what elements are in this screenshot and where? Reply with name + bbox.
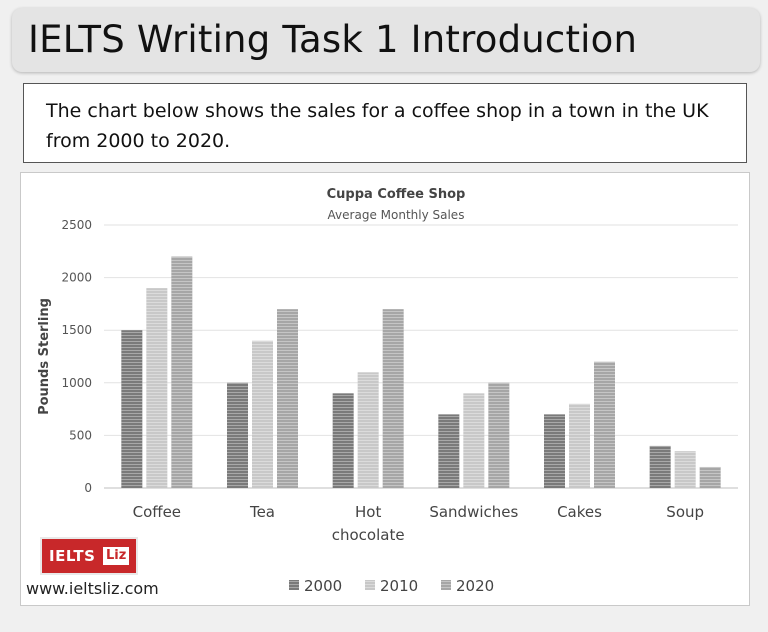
bar-hatch <box>252 340 273 488</box>
bar-hatch <box>594 361 615 488</box>
logo-text: IELTS <box>49 547 96 565</box>
legend-swatch-hatch <box>289 580 299 590</box>
legend-label: 2020 <box>456 577 494 595</box>
website-url: www.ieltsliz.com <box>26 579 159 598</box>
y-tick-label: 500 <box>69 428 92 442</box>
x-tick-label: Hot <box>355 503 381 521</box>
page-title: IELTS Writing Task 1 Introduction <box>28 18 638 61</box>
bar-hatch <box>438 414 460 488</box>
bar-hatch <box>227 382 248 488</box>
y-tick-label: 2500 <box>61 218 92 232</box>
bar-hatch <box>382 309 404 488</box>
bar-hatch <box>171 256 193 488</box>
bar-hatch <box>332 393 354 488</box>
bar-hatch <box>488 382 510 488</box>
bar-hatch <box>146 288 168 488</box>
bar-hatch <box>699 466 721 488</box>
bar-hatch <box>121 330 143 488</box>
legend-label: 2010 <box>380 577 418 595</box>
title-banner: IELTS Writing Task 1 Introduction <box>12 8 760 72</box>
sales-bar-chart: Cuppa Coffee Shop Average Monthly Sales 0 5… <box>37 187 738 595</box>
legend-swatch-hatch <box>365 580 375 590</box>
task-prompt-box: The chart below shows the sales for a co… <box>23 83 747 163</box>
legend-swatch-hatch <box>441 580 451 590</box>
x-tick-label: Sandwiches <box>429 503 518 521</box>
bar-hatch <box>463 393 485 488</box>
bar-hatch <box>649 445 671 488</box>
logo-tag: Liz <box>103 547 130 565</box>
y-tick-label: 2000 <box>61 271 92 285</box>
y-tick-label: 1500 <box>61 323 92 337</box>
y-tick-label: 0 <box>84 481 92 495</box>
bar-hatch <box>674 451 696 488</box>
chart-panel: Cuppa Coffee Shop Average Monthly Sales 0 5… <box>20 172 750 606</box>
chart-title: Cuppa Coffee Shop <box>327 187 466 202</box>
y-axis-label: Pounds Sterling <box>37 298 52 415</box>
y-tick-label: 1000 <box>61 376 92 390</box>
x-tick-label: Tea <box>249 503 275 521</box>
chart-subtitle: Average Monthly Sales <box>328 208 465 222</box>
x-tick-label: Soup <box>666 503 704 521</box>
bar-hatch <box>277 309 298 488</box>
bar-hatch <box>357 372 379 488</box>
legend-label: 2000 <box>304 577 342 595</box>
bar-hatch <box>544 414 565 488</box>
x-tick-label: chocolate <box>332 526 405 544</box>
task-prompt-text: The chart below shows the sales for a co… <box>46 100 709 152</box>
x-tick-label: Cakes <box>557 503 602 521</box>
ielts-liz-logo: IELTS Liz <box>40 537 138 575</box>
x-tick-label: Coffee <box>133 503 181 521</box>
bar-hatch <box>569 403 590 488</box>
